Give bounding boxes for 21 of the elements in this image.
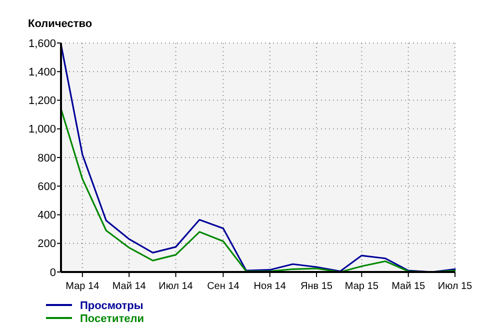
y-tick-label: 0 xyxy=(50,266,56,279)
x-tick-label: Сен 14 xyxy=(207,281,240,292)
y-tick-label: 1,000 xyxy=(28,124,56,136)
y-tick-label: 800 xyxy=(38,152,56,164)
x-tick-label: Мар 14 xyxy=(66,281,100,292)
x-tick-label: Июл 15 xyxy=(438,281,473,292)
legend-label: Просмотры xyxy=(80,300,144,312)
x-tick-label: Ноя 14 xyxy=(254,281,286,292)
y-tick-label: 400 xyxy=(38,210,56,222)
y-tick-label: 600 xyxy=(38,180,56,193)
y-tick-label: 1,600 xyxy=(28,38,56,50)
y-tick-label: 200 xyxy=(38,238,56,250)
x-tick-label: Мар 15 xyxy=(344,281,379,292)
x-tick-label: Июл 14 xyxy=(158,281,194,292)
x-tick-label: Янв 15 xyxy=(300,281,333,292)
y-tick-label: 1,400 xyxy=(28,66,56,78)
legend-label: Посетители xyxy=(80,312,144,325)
y-axis-title: Количество xyxy=(28,18,92,30)
y-tick-label: 1,200 xyxy=(28,95,56,108)
x-tick-label: Май 14 xyxy=(112,281,146,292)
x-tick-label: Май 15 xyxy=(392,281,426,292)
